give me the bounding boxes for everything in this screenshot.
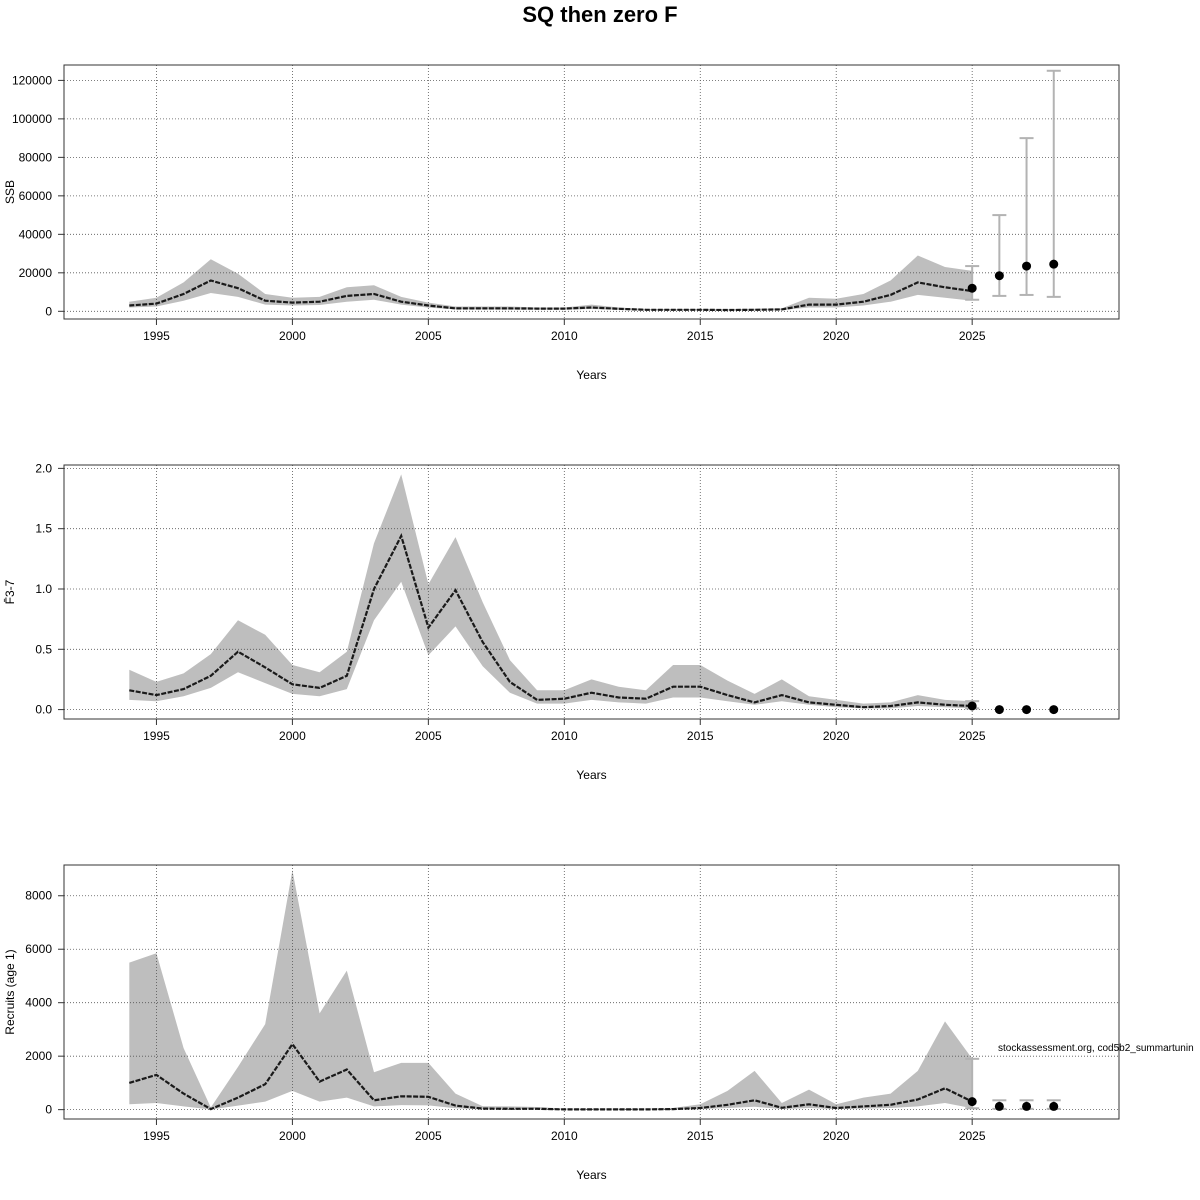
x-tick-label: 2015 [687,329,714,343]
x-tick-label: 1995 [143,329,170,343]
ssb-y-axis-label: SSB [3,180,17,204]
fbar-plot-frame [63,464,1120,720]
x-tick-label: 2000 [279,729,306,743]
ssb-x-axis-label: Years [576,368,606,382]
y-tick-label: 0 [45,1103,52,1117]
recruits-confidence-band [129,870,973,1110]
y-tick-label: 80000 [19,150,53,164]
x-tick-label: 2000 [279,329,306,343]
y-tick-label: 60000 [19,189,53,203]
chart-title: SQ then zero F [522,2,678,27]
fbar-forecast-point [967,701,977,711]
x-tick-label: 2015 [687,729,714,743]
y-tick-label: 8000 [25,889,52,903]
recruits-forecast-point [994,1101,1004,1111]
recruits-plot-frame [63,864,1120,1120]
fbar-forecast-point [1022,705,1032,715]
fbar-confidence-band [129,474,973,709]
fbar-forecast-point [1049,705,1059,715]
x-tick-label: 2020 [823,729,850,743]
y-tick-label: 120000 [12,73,52,87]
x-tick-label: 2015 [687,1129,714,1143]
fbar-x-axis-label: Years [576,768,606,782]
recruits-forecast-point [1022,1101,1032,1111]
x-tick-label: 2010 [551,329,578,343]
recruits-forecast-point [1049,1101,1059,1111]
recruits-estimate-line [128,1042,973,1111]
ssb-confidence-band [129,255,973,311]
ssb-panel: 1995 2000 2005 2010 2015 2020 2025 0 20000 40000 6… [3,64,1120,382]
y-tick-label: 4000 [25,996,52,1010]
x-tick-label: 2000 [279,1129,306,1143]
recruits-x-axis-label: Years [576,1168,606,1182]
ssb-plot-frame [63,64,1120,320]
y-tick-label: 40000 [19,227,53,241]
y-tick-label: 1.5 [35,522,52,536]
recruits-y-axis-label: Recruits (age 1) [3,949,17,1034]
recruits-forecast-point [967,1097,977,1107]
y-tick-label: 1.0 [35,582,52,596]
fbar-estimate-line [129,532,973,709]
x-tick-label: 2005 [415,1129,442,1143]
x-tick-label: 2025 [959,1129,986,1143]
x-tick-label: 1995 [143,729,170,743]
fbar-y-axis-label: F̄3-7 [3,579,17,604]
ssb-forecast-point [994,271,1004,281]
ssb-estimate-line [129,279,973,312]
ssb-forecast-point [1022,261,1032,271]
fbar-forecast-point [994,705,1004,715]
y-tick-label: 6000 [25,942,52,956]
y-tick-label: 100000 [12,112,52,126]
y-tick-label: 20000 [19,266,53,280]
x-tick-label: 1995 [143,1129,170,1143]
credit-text: stockassessment.org, cod5b2_summartunin [998,1043,1194,1054]
y-tick-label: 0.0 [35,703,52,717]
x-tick-label: 2010 [551,729,578,743]
fbar-panel: 1995 2000 2005 2010 2015 2020 2025 0.0 0.5 1.0 1.5… [3,461,1120,782]
x-tick-label: 2005 [415,329,442,343]
recruits-panel: 1995 2000 2005 2010 2015 2020 2025 0 2000 4000 600… [3,864,1120,1182]
y-tick-label: 0 [45,304,52,318]
x-tick-label: 2025 [959,729,986,743]
ssb-forecast-point [967,283,977,293]
x-tick-label: 2005 [415,729,442,743]
y-tick-label: 2000 [25,1049,52,1063]
x-tick-label: 2010 [551,1129,578,1143]
x-tick-label: 2020 [823,329,850,343]
y-tick-label: 2.0 [35,461,52,475]
x-tick-label: 2020 [823,1129,850,1143]
ssb-forecast-point [1049,259,1059,269]
y-tick-label: 0.5 [35,642,52,656]
x-tick-label: 2025 [959,329,986,343]
